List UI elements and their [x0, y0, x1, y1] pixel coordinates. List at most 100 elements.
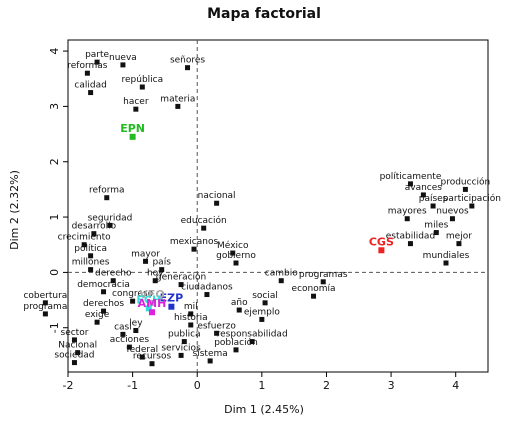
- word-label: recursos: [133, 352, 172, 362]
- word-point: [420, 192, 426, 198]
- word-point: [178, 282, 184, 288]
- word-point: [404, 216, 410, 222]
- word-label: hoy: [147, 269, 164, 279]
- word-point: [311, 293, 317, 299]
- word-label: economía: [292, 284, 336, 294]
- word-label: congreso: [112, 289, 154, 299]
- word-point: [262, 300, 268, 306]
- word-label: política: [74, 244, 107, 254]
- word-point: [101, 289, 107, 295]
- candidate-point: [378, 247, 385, 254]
- word-label: historia: [174, 313, 208, 323]
- word-point: [201, 225, 207, 231]
- word-point: [249, 339, 255, 345]
- word-point: [88, 90, 94, 96]
- word-label: nacional: [198, 191, 236, 201]
- word-label: miles: [424, 221, 448, 231]
- word-label: república: [121, 75, 163, 85]
- word-point: [204, 292, 210, 298]
- candidate-point: [149, 299, 155, 306]
- word-label: políticamente: [380, 172, 442, 182]
- word-point: [42, 300, 48, 306]
- candidate-point: [145, 305, 152, 312]
- word-label: año: [231, 298, 248, 308]
- word-label: calidad: [74, 81, 106, 91]
- word-label: derechos: [83, 299, 124, 309]
- word-label: acciones: [110, 335, 150, 345]
- word-point: [91, 231, 97, 237]
- word-point: [88, 267, 94, 273]
- word-point: [259, 316, 265, 322]
- word-point: [71, 337, 77, 343]
- word-point: [175, 103, 181, 109]
- word-label: millones: [72, 258, 110, 268]
- word-label: estabilidad: [386, 232, 435, 242]
- word-label: México: [217, 240, 249, 251]
- word-label: ejemplo: [244, 307, 281, 317]
- word-label: país: [152, 258, 171, 268]
- word-label: participación: [443, 193, 501, 204]
- word-label: reformas: [67, 61, 108, 71]
- word-label: nuevos: [436, 207, 469, 217]
- word-label: señores: [170, 56, 205, 66]
- word-point: [120, 62, 126, 68]
- word-point: [233, 347, 239, 353]
- word-label: social: [252, 291, 278, 301]
- word-label: mejor: [446, 232, 472, 242]
- word-point: [139, 354, 145, 360]
- candidate-label: AMH: [138, 297, 167, 310]
- word-label: mil: [184, 302, 198, 312]
- word-point: [188, 311, 194, 317]
- word-point: [407, 241, 413, 247]
- word-label: materia: [160, 94, 195, 104]
- x-tick-label: 4: [452, 379, 459, 392]
- word-point: [214, 330, 220, 336]
- y-tick-label: 0: [48, 269, 61, 276]
- y-tick-label: 4: [48, 48, 61, 55]
- x-tick-label: 1: [258, 379, 265, 392]
- word-point: [430, 203, 436, 209]
- x-tick-label: -2: [63, 379, 74, 392]
- word-label: educación: [181, 215, 227, 226]
- word-label: Nacional: [58, 341, 97, 351]
- word-label: ciudadanos: [181, 283, 233, 293]
- word-label: avances: [405, 183, 443, 193]
- candidate-point: [129, 133, 136, 140]
- word-label: sociedad: [54, 351, 94, 361]
- word-point: [207, 358, 213, 364]
- word-point: [159, 267, 165, 273]
- word-point: [75, 350, 81, 356]
- word-label: mayores: [388, 207, 427, 217]
- x-tick-label: 3: [388, 379, 395, 392]
- plot-frame: [67, 39, 489, 373]
- word-point: [149, 361, 155, 367]
- word-label: cobertura: [23, 291, 67, 301]
- word-point: [462, 186, 468, 192]
- word-label: publica: [168, 330, 201, 340]
- word-point: [449, 216, 455, 222]
- word-label: hacer: [123, 97, 149, 107]
- word-label: derecho: [95, 269, 132, 279]
- word-label: producción: [441, 176, 491, 187]
- x-tick-label: 0: [194, 379, 201, 392]
- word-point: [469, 203, 475, 209]
- word-point: [84, 70, 90, 76]
- word-point: [236, 307, 242, 313]
- word-label: reforma: [89, 186, 125, 196]
- y-tick-label: 3: [48, 103, 61, 110]
- word-point: [214, 200, 220, 206]
- word-label: crecimiento: [58, 233, 111, 243]
- word-point: [139, 84, 145, 90]
- word-point: [178, 352, 184, 358]
- y-axis-label: Dim 2 (2.32%): [8, 170, 21, 250]
- word-point: [94, 59, 100, 65]
- word-point: [233, 260, 239, 266]
- x-axis-label: Dim 1 (2.45%): [224, 403, 304, 416]
- word-point: [133, 328, 139, 333]
- word-label: servicios: [161, 343, 201, 353]
- word-point: [104, 195, 110, 201]
- word-label: nueva: [109, 53, 137, 63]
- y-tick-label: -1: [48, 322, 61, 333]
- word-point: [81, 242, 87, 248]
